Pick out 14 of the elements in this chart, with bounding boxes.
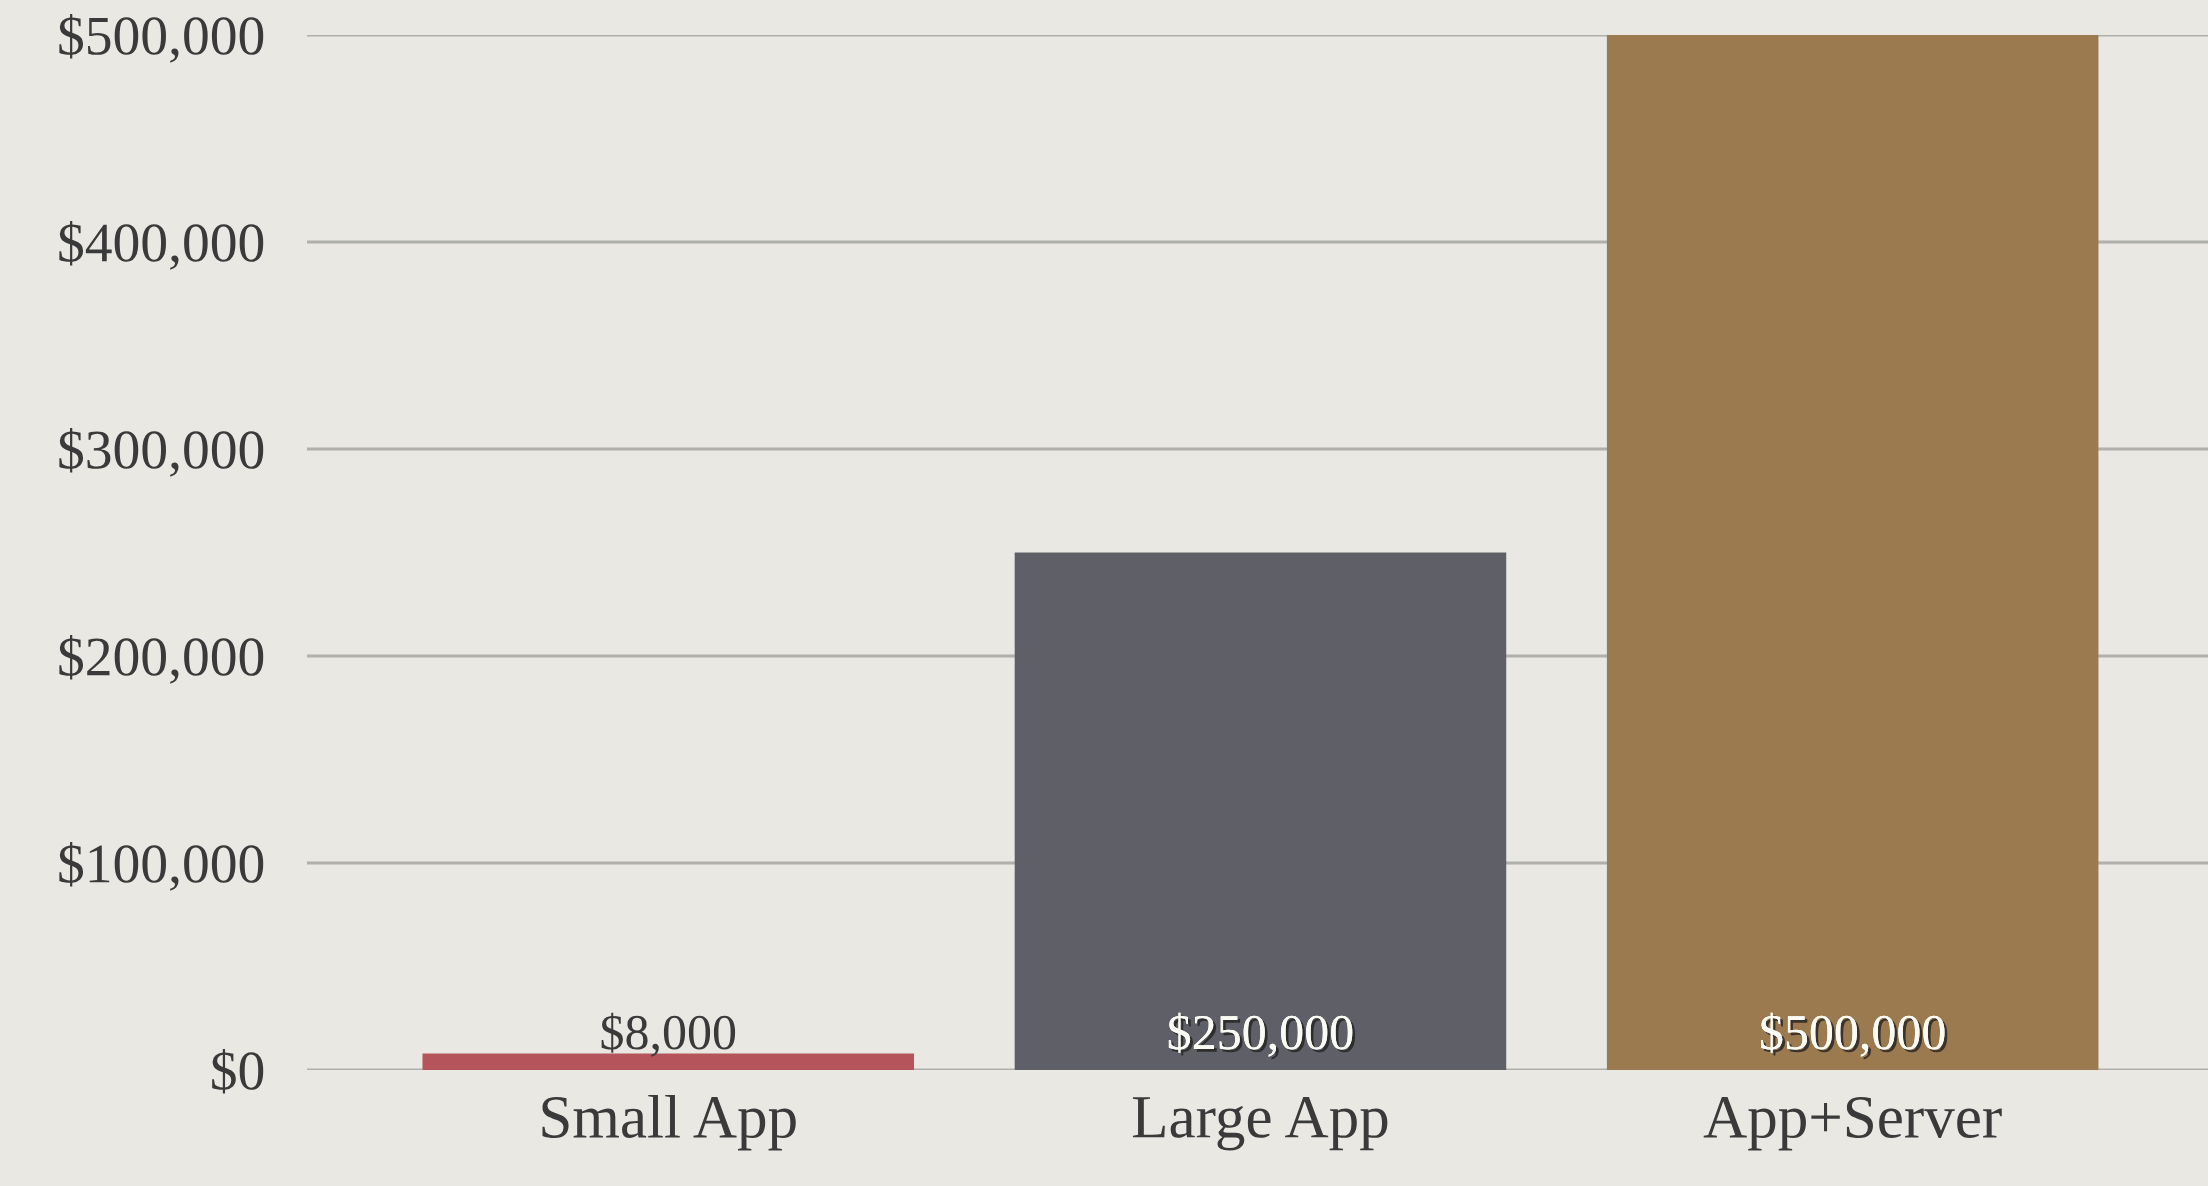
y-tick-label: $500,000 xyxy=(59,14,264,63)
data-label: $500,000 xyxy=(1761,1012,1948,1060)
y-tick-label: $100,000 xyxy=(59,842,264,891)
data-label: $8,000 xyxy=(601,1012,736,1057)
bar xyxy=(1606,35,2099,1070)
x-tick-label: Large App xyxy=(1132,1096,1388,1151)
y-tick-label: $300,000 xyxy=(59,428,264,477)
bar xyxy=(1014,552,1507,1070)
x-tick-label: App+Server xyxy=(1703,1096,2002,1151)
data-label: $250,000 xyxy=(1168,1012,1356,1060)
y-tick-label: $0 xyxy=(212,1049,264,1094)
y-tick-label: $200,000 xyxy=(59,635,264,684)
y-tick-label: $400,000 xyxy=(59,221,264,270)
x-tick-label: Small App xyxy=(542,1095,796,1151)
